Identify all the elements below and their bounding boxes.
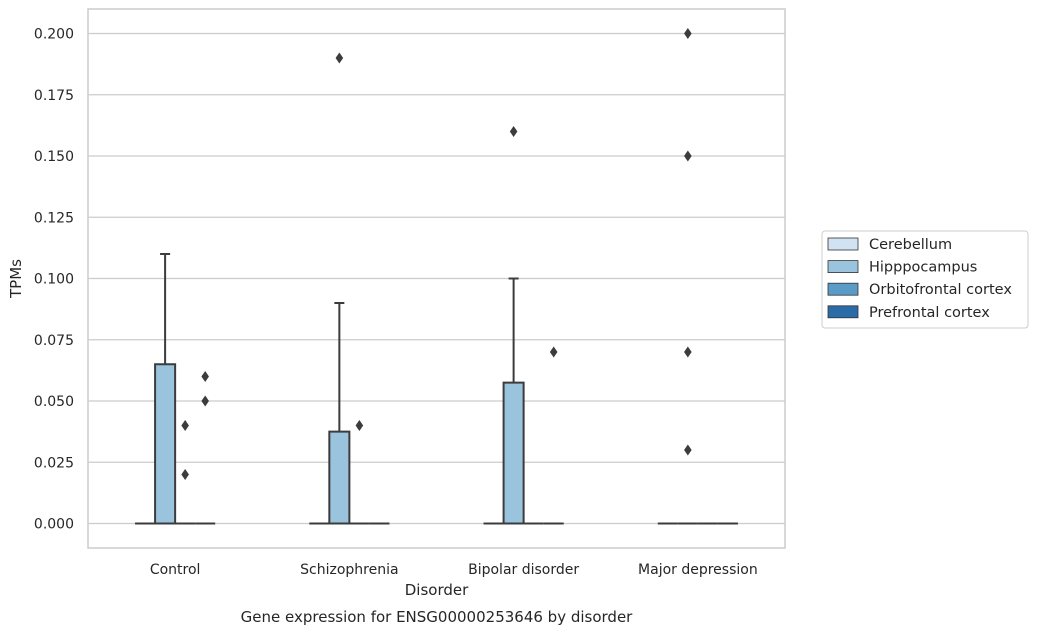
outlier-point bbox=[335, 52, 344, 64]
outlier-point bbox=[509, 126, 518, 137]
y-tick-label: 0.175 bbox=[34, 88, 74, 104]
legend-label: Orbitofrontal cortex bbox=[869, 282, 1012, 298]
legend: Cerebellum Hipppocampus Orbitofrontal cort… bbox=[821, 230, 1029, 329]
legend-swatch bbox=[827, 305, 859, 319]
x-tick-label: Schizophrenia bbox=[300, 562, 398, 578]
grid-lines bbox=[88, 32, 785, 525]
box-hipppocampus bbox=[328, 52, 351, 525]
box-hipppocampus bbox=[154, 253, 177, 525]
outlier-point bbox=[201, 371, 209, 382]
box-hipppocampus bbox=[502, 126, 525, 525]
y-tick-label: 0.075 bbox=[34, 333, 74, 349]
legend-swatch bbox=[827, 237, 859, 251]
y-tick-label: 0.200 bbox=[34, 27, 74, 43]
y-axis-label: TPMs bbox=[7, 259, 25, 299]
outlier-point bbox=[181, 469, 189, 480]
y-tick-label: 0.050 bbox=[34, 394, 74, 410]
box-hipppocampus bbox=[677, 28, 698, 525]
legend-label: Cerebellum bbox=[869, 237, 952, 253]
boxplots bbox=[135, 28, 738, 525]
outlier-point bbox=[684, 150, 692, 162]
plot-frame bbox=[87, 8, 786, 549]
outlier-point bbox=[684, 444, 692, 456]
x-tick-label: Bipolar disorder bbox=[468, 562, 579, 578]
legend-swatch bbox=[827, 282, 859, 296]
x-tick-label: Control bbox=[150, 562, 201, 578]
legend-label: Hipppocampus bbox=[869, 260, 977, 276]
box-body bbox=[328, 430, 351, 525]
legend-label: Prefrontal cortex bbox=[869, 305, 990, 321]
x-axis: Control Schizophrenia Bipolar disorder Majo… bbox=[150, 562, 758, 578]
box-prefrontal-cortex bbox=[543, 346, 564, 525]
box-body bbox=[154, 363, 177, 525]
y-tick-label: 0.100 bbox=[34, 272, 74, 288]
y-tick-label: 0.150 bbox=[34, 149, 74, 165]
outlier-point bbox=[181, 420, 189, 431]
box-prefrontal-cortex bbox=[195, 371, 216, 525]
legend-swatch bbox=[827, 260, 859, 274]
outlier-point bbox=[355, 420, 364, 431]
outlier-point bbox=[549, 346, 558, 358]
y-axis: 0.000 0.025 0.050 0.075 0.100 0.125 0.150 0.175… bbox=[34, 27, 74, 533]
legend-frame bbox=[821, 230, 1029, 329]
y-tick-label: 0.125 bbox=[34, 210, 74, 226]
box-orbitofrontal-cortex bbox=[349, 420, 370, 525]
x-axis-label: Disorder bbox=[405, 581, 469, 599]
outlier-point bbox=[684, 346, 692, 358]
chart-title: Gene expression for ENSG00000253646 by d… bbox=[241, 608, 634, 626]
box-body bbox=[502, 381, 525, 525]
outlier-point bbox=[201, 395, 209, 407]
y-tick-label: 0.000 bbox=[34, 517, 74, 533]
x-tick-label: Major depression bbox=[638, 562, 758, 578]
y-tick-label: 0.025 bbox=[34, 455, 74, 471]
box-orbitofrontal-cortex bbox=[175, 420, 196, 525]
outlier-point bbox=[684, 28, 692, 39]
